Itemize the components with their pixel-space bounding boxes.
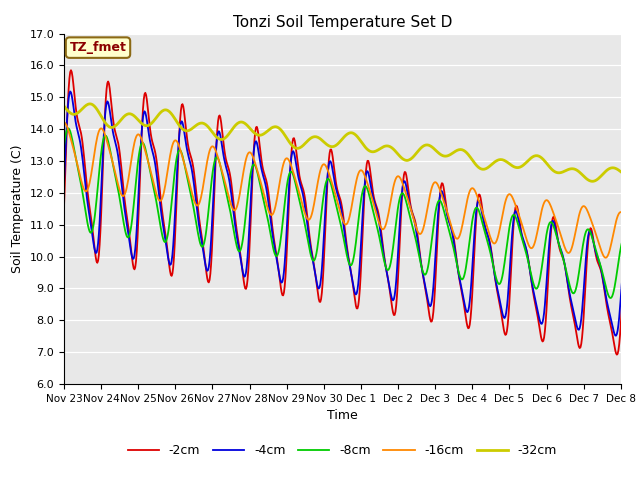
- Title: Tonzi Soil Temperature Set D: Tonzi Soil Temperature Set D: [233, 15, 452, 30]
- -2cm: [67, 67, 75, 73]
- -4cm: [292, 157, 300, 163]
- Line: -8cm: -8cm: [64, 129, 640, 303]
- -32cm: [86, 101, 93, 107]
- -8cm: [423, 268, 431, 274]
- Line: -4cm: -4cm: [64, 92, 640, 341]
- -16cm: [60, 120, 68, 125]
- -2cm: [269, 230, 277, 236]
- -8cm: [292, 181, 300, 187]
- -16cm: [639, 260, 640, 265]
- X-axis label: Time: Time: [327, 409, 358, 422]
- -2cm: [240, 277, 248, 283]
- -16cm: [130, 143, 138, 149]
- -2cm: [60, 204, 68, 210]
- -32cm: [240, 120, 248, 126]
- -16cm: [291, 174, 299, 180]
- Text: TZ_fmet: TZ_fmet: [70, 41, 127, 54]
- -4cm: [456, 280, 464, 286]
- -4cm: [423, 293, 431, 299]
- -2cm: [423, 297, 431, 303]
- -32cm: [292, 145, 300, 151]
- Y-axis label: Soil Temperature (C): Soil Temperature (C): [11, 144, 24, 273]
- -32cm: [269, 124, 277, 130]
- -32cm: [456, 147, 464, 153]
- -32cm: [423, 142, 431, 148]
- Line: -2cm: -2cm: [64, 70, 640, 361]
- -16cm: [456, 232, 463, 238]
- -2cm: [292, 143, 300, 148]
- -4cm: [60, 182, 68, 188]
- -16cm: [268, 212, 276, 217]
- -16cm: [239, 172, 246, 178]
- -16cm: [422, 211, 430, 217]
- -8cm: [65, 126, 72, 132]
- Line: -32cm: -32cm: [64, 104, 640, 182]
- Line: -16cm: -16cm: [64, 122, 640, 263]
- -8cm: [456, 275, 464, 280]
- -8cm: [240, 231, 248, 237]
- -32cm: [60, 103, 68, 109]
- -4cm: [131, 252, 138, 258]
- -8cm: [131, 194, 138, 200]
- -4cm: [67, 89, 74, 95]
- -4cm: [240, 273, 248, 278]
- -2cm: [131, 266, 138, 272]
- Legend: -2cm, -4cm, -8cm, -16cm, -32cm: -2cm, -4cm, -8cm, -16cm, -32cm: [123, 439, 562, 462]
- -32cm: [131, 113, 138, 119]
- -2cm: [456, 282, 464, 288]
- -4cm: [269, 235, 277, 241]
- -8cm: [60, 144, 68, 149]
- -8cm: [269, 245, 277, 251]
